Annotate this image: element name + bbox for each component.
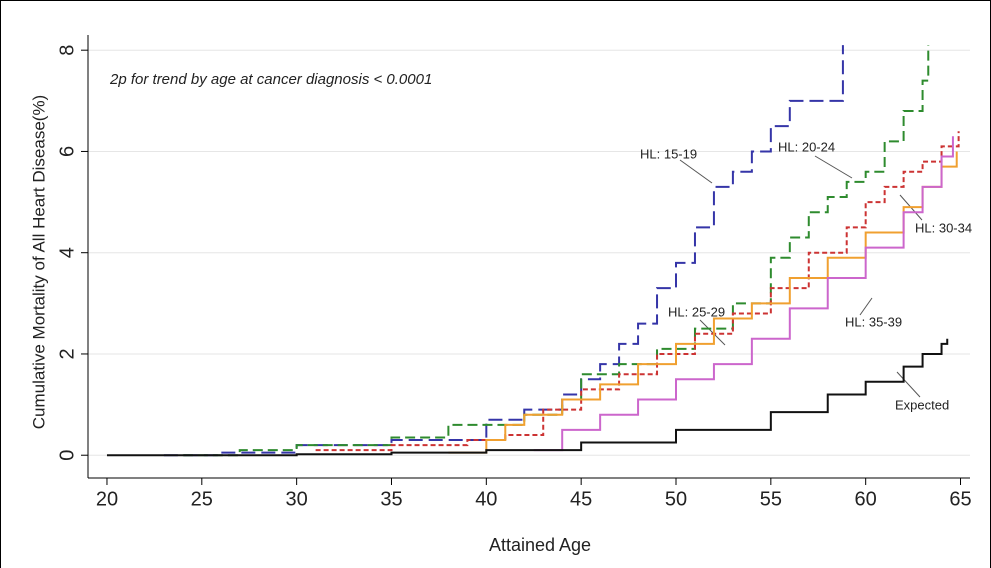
x-tick-label: 25 <box>191 488 213 510</box>
x-tick-label: 50 <box>665 488 687 510</box>
series-label: HL: 30-34 <box>915 220 972 235</box>
x-tick-label: 35 <box>380 488 402 510</box>
series-line <box>163 45 844 457</box>
annotation: 2p for trend by age at cancer diagnosis … <box>109 71 432 88</box>
series-label: HL: 15-19 <box>640 146 697 161</box>
x-tick-label: 30 <box>286 488 308 510</box>
y-tick-label: 4 <box>56 247 78 258</box>
x-tick-label: 40 <box>475 488 497 510</box>
x-axis-label: Attained Age <box>489 535 591 555</box>
x-tick-label: 60 <box>855 488 877 510</box>
y-tick-label: 8 <box>56 45 78 56</box>
series-line <box>533 136 954 452</box>
y-axis-label: Cumulative Mortality of All Heart Diseas… <box>29 95 48 429</box>
y-tick-label: 6 <box>56 146 78 157</box>
series-line <box>182 45 930 457</box>
series-label: Expected <box>895 397 949 412</box>
y-tick-label: 0 <box>56 450 78 461</box>
x-tick-label: 65 <box>949 488 971 510</box>
series-label: HL: 25-29 <box>668 304 725 319</box>
y-tick-label: 2 <box>56 348 78 359</box>
series-label: HL: 20-24 <box>778 139 835 154</box>
series-line <box>106 338 949 457</box>
series-label: HL: 35-39 <box>845 314 902 329</box>
x-tick-label: 45 <box>570 488 592 510</box>
annotation-arrows <box>679 155 923 398</box>
x-tick-label: 55 <box>760 488 782 510</box>
x-tick-label: 20 <box>96 488 118 510</box>
series-line <box>448 151 958 454</box>
